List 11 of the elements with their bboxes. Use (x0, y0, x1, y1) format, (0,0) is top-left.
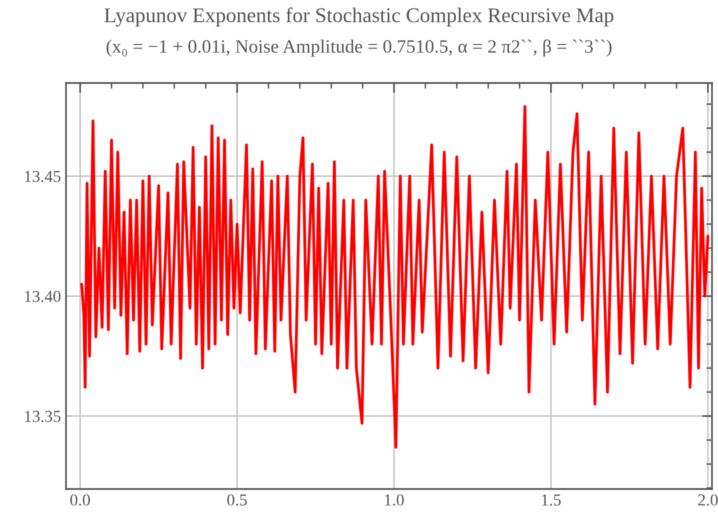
y-tick-label: 13.35 (25, 410, 60, 422)
x-tick-label: 0.5 (227, 494, 247, 506)
x-tick-label: 1.5 (542, 494, 561, 506)
x-tick-label: 0.0 (70, 494, 90, 506)
x-tick-label: 2.0 (698, 494, 718, 506)
x-tick-label: 1.0 (385, 494, 404, 506)
line-series (80, 105, 710, 449)
y-tick-label: 13.45 (25, 170, 60, 182)
chart-subtitle: (x₀ = −1 + 0.01i, Noise Amplitude = 0.7510.5, α = 2 π2``, β = ``3``) (106, 39, 612, 57)
chart-title: Lyapunov Exponents for Stochastic Complex Recursive Map (104, 7, 614, 27)
y-tick-label: 13.40 (25, 290, 61, 302)
